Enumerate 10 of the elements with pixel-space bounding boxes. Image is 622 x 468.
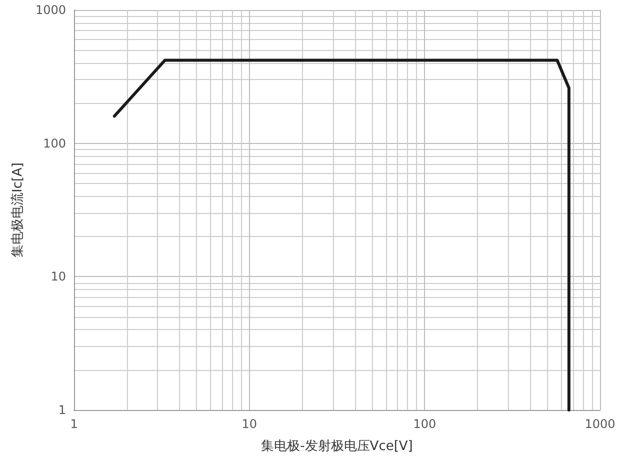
y-tick-label: 10 — [50, 270, 66, 284]
x-tick-label: 10 — [242, 417, 257, 431]
x-tick-label: 1000 — [584, 417, 616, 431]
x-tick-label: 1 — [70, 417, 78, 431]
y-tick-label: 1000 — [35, 3, 66, 17]
y-tick-label: 100 — [43, 136, 66, 150]
y-axis-title: 集电极电流Ic[A] — [10, 162, 26, 258]
x-axis-title: 集电极-发射极电压Vce[V] — [261, 439, 413, 454]
x-tick-label: 100 — [413, 417, 436, 431]
y-tick-label: 1 — [58, 403, 66, 417]
